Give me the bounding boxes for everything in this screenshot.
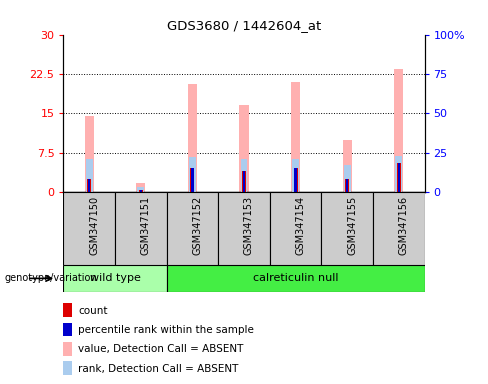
Text: calreticulin null: calreticulin null: [253, 273, 338, 283]
Bar: [87, 179, 91, 192]
Bar: [190, 169, 195, 192]
Bar: [140, 190, 142, 192]
Bar: [293, 169, 298, 192]
Bar: [343, 139, 352, 192]
Bar: [139, 190, 143, 192]
Bar: [270, 192, 322, 265]
Bar: [191, 169, 194, 192]
Bar: [395, 156, 402, 192]
Bar: [241, 159, 247, 192]
Bar: [63, 265, 166, 292]
Bar: [218, 192, 270, 265]
Text: percentile rank within the sample: percentile rank within the sample: [78, 325, 254, 335]
Bar: [63, 361, 73, 375]
Bar: [398, 163, 400, 192]
Text: wild type: wild type: [90, 273, 141, 283]
Bar: [346, 179, 348, 192]
Bar: [239, 106, 249, 192]
Text: GSM347154: GSM347154: [296, 196, 305, 255]
Bar: [138, 187, 144, 192]
Bar: [345, 179, 349, 192]
Bar: [88, 179, 90, 192]
Bar: [243, 171, 245, 192]
Bar: [189, 157, 196, 192]
Text: genotype/variation: genotype/variation: [5, 273, 98, 283]
Text: value, Detection Call = ABSENT: value, Detection Call = ABSENT: [78, 344, 243, 354]
Bar: [242, 171, 246, 192]
Text: GSM347151: GSM347151: [141, 196, 151, 255]
Text: GSM347152: GSM347152: [192, 196, 203, 255]
Text: GSM347156: GSM347156: [399, 196, 409, 255]
Bar: [397, 163, 401, 192]
Text: GSM347150: GSM347150: [89, 196, 99, 255]
Bar: [63, 323, 73, 336]
Text: GSM347155: GSM347155: [347, 196, 357, 255]
Bar: [291, 82, 300, 192]
Bar: [294, 169, 297, 192]
Bar: [115, 192, 166, 265]
Bar: [166, 192, 218, 265]
Text: rank, Detection Call = ABSENT: rank, Detection Call = ABSENT: [78, 364, 238, 374]
Title: GDS3680 / 1442604_at: GDS3680 / 1442604_at: [167, 19, 321, 32]
Bar: [86, 159, 93, 192]
Bar: [166, 265, 425, 292]
Text: count: count: [78, 306, 107, 316]
Bar: [63, 342, 73, 356]
Bar: [344, 165, 350, 192]
Bar: [188, 84, 197, 192]
Bar: [292, 159, 299, 192]
Bar: [136, 183, 145, 192]
Bar: [63, 192, 115, 265]
Bar: [373, 192, 425, 265]
Bar: [394, 69, 404, 192]
Bar: [322, 192, 373, 265]
Text: GSM347153: GSM347153: [244, 196, 254, 255]
Bar: [84, 116, 94, 192]
Bar: [63, 303, 73, 317]
